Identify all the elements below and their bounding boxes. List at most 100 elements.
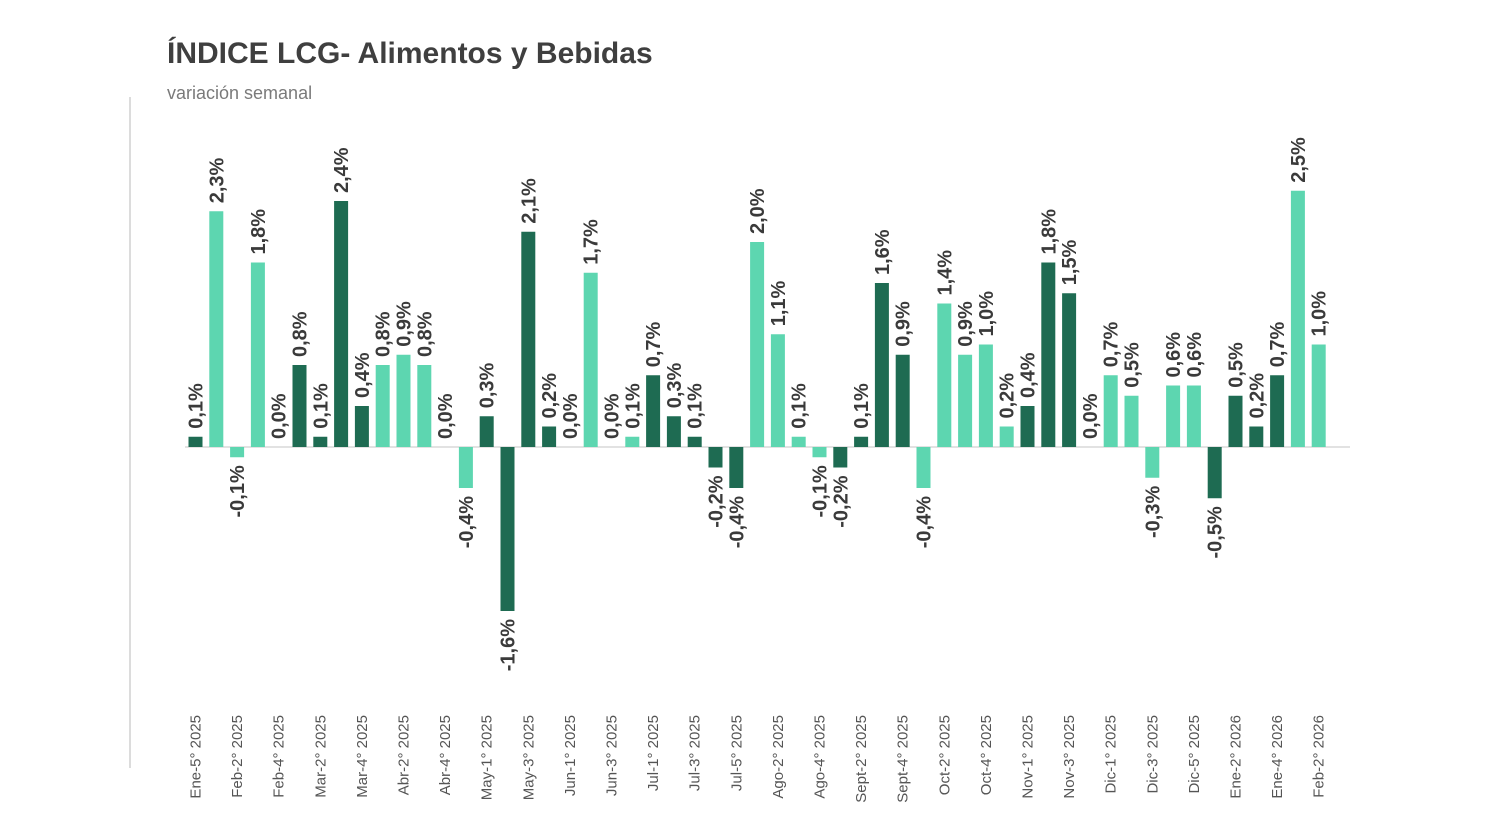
data-label: 0,6%	[1163, 332, 1185, 378]
data-label: 0,2%	[539, 373, 561, 419]
data-label: 0,9%	[394, 301, 416, 347]
bar	[542, 426, 557, 447]
x-tick-label: Ago-2° 2025	[770, 715, 787, 799]
bar	[812, 447, 827, 458]
data-label: 0,2%	[1246, 373, 1268, 419]
data-label: 1,0%	[976, 291, 998, 337]
x-tick-label: Nov-3° 2025	[1061, 715, 1078, 799]
bar	[646, 375, 661, 447]
bar	[1166, 385, 1181, 447]
bar	[854, 436, 869, 447]
bar	[292, 365, 307, 447]
x-tick-label: Sept-2° 2025	[853, 715, 870, 803]
data-label: 0,0%	[435, 393, 457, 439]
x-tick-label: Oct-4° 2025	[978, 715, 995, 795]
data-label: 1,0%	[1309, 291, 1331, 337]
bar	[1103, 375, 1118, 447]
x-tick-label: Sept-4° 2025	[895, 715, 912, 803]
x-tick-label: May-1° 2025	[479, 715, 496, 800]
data-label: 0,2%	[997, 373, 1019, 419]
bar	[750, 242, 765, 447]
bar	[999, 426, 1014, 447]
data-label: 0,0%	[560, 393, 582, 439]
data-label: 0,4%	[352, 352, 374, 398]
bar	[500, 447, 515, 611]
bar	[583, 272, 598, 447]
x-tick-label: Jul-5° 2025	[728, 715, 745, 791]
x-tick-label: Feb-2° 2026	[1311, 715, 1328, 798]
bar	[1207, 447, 1222, 499]
bar	[1186, 385, 1201, 447]
bar	[1124, 395, 1139, 447]
bar	[895, 354, 910, 447]
data-label: 2,1%	[518, 178, 540, 224]
data-label: 2,3%	[206, 157, 228, 203]
data-label: 1,1%	[768, 280, 790, 326]
data-label: 1,8%	[1038, 209, 1060, 255]
data-label: 0,3%	[477, 362, 499, 408]
x-tick-label: Jul-1° 2025	[645, 715, 662, 791]
bar	[230, 447, 245, 458]
bar	[916, 447, 931, 488]
x-tick-label: Abr-4° 2025	[437, 715, 454, 795]
bar	[521, 231, 536, 447]
data-label: 0,1%	[622, 383, 644, 429]
bar	[375, 365, 390, 447]
data-label: 1,7%	[581, 219, 603, 265]
x-tick-label: Mar-2° 2025	[312, 715, 329, 798]
data-label: -0,1%	[810, 465, 832, 517]
data-label: -0,4%	[456, 496, 478, 548]
data-label: -0,2%	[830, 475, 852, 527]
bar	[396, 354, 411, 447]
bar	[1270, 375, 1285, 447]
data-label: 0,9%	[955, 301, 977, 347]
data-label: -0,5%	[1205, 506, 1227, 558]
bar	[313, 436, 328, 447]
x-tick-label: Ene-4° 2026	[1269, 715, 1286, 799]
data-label: 1,8%	[248, 209, 270, 255]
data-label: 0,0%	[602, 393, 624, 439]
bar	[978, 344, 993, 447]
data-label: 0,0%	[1080, 393, 1102, 439]
bar	[1249, 426, 1264, 447]
bar	[729, 447, 744, 488]
x-tick-label: Dic-1° 2025	[1103, 715, 1120, 794]
bar	[874, 283, 889, 447]
x-tick-label: May-3° 2025	[520, 715, 537, 800]
chart-subtitle: variación semanal	[167, 83, 312, 103]
x-tick-label: Dic-5° 2025	[1186, 715, 1203, 794]
x-tick-label: Jun-3° 2025	[604, 715, 621, 796]
bar	[188, 436, 203, 447]
x-tick-label: Ene-2° 2026	[1228, 715, 1245, 799]
x-tick-label: Ago-4° 2025	[812, 715, 829, 799]
data-label: 0,7%	[1267, 321, 1289, 367]
chart-title: ÍNDICE LCG- Alimentos y Bebidas	[167, 36, 653, 70]
x-tick-label: Mar-4° 2025	[354, 715, 371, 798]
data-label: -0,3%	[1142, 486, 1164, 538]
data-label: 2,4%	[331, 147, 353, 193]
data-label: 0,8%	[290, 311, 312, 357]
x-tick-label: Nov-1° 2025	[1020, 715, 1037, 799]
bar	[1020, 406, 1035, 447]
data-label: 0,7%	[643, 321, 665, 367]
data-label: 0,1%	[186, 383, 208, 429]
bar	[958, 354, 973, 447]
data-label: -1,6%	[498, 619, 520, 671]
x-tick-label: Feb-2° 2025	[229, 715, 246, 798]
bar	[770, 334, 785, 447]
bar	[354, 406, 369, 447]
data-label: 0,4%	[1018, 352, 1040, 398]
bar	[687, 436, 702, 447]
data-label: -0,2%	[706, 475, 728, 527]
bar	[1041, 262, 1056, 447]
data-label: 0,1%	[789, 383, 811, 429]
bar	[625, 436, 640, 447]
bar	[833, 447, 848, 468]
bar	[458, 447, 473, 488]
bar	[1228, 395, 1243, 447]
bar	[479, 416, 494, 447]
x-tick-label: Jul-3° 2025	[687, 715, 704, 791]
data-label: 0,1%	[685, 383, 707, 429]
data-label: 0,8%	[414, 311, 436, 357]
